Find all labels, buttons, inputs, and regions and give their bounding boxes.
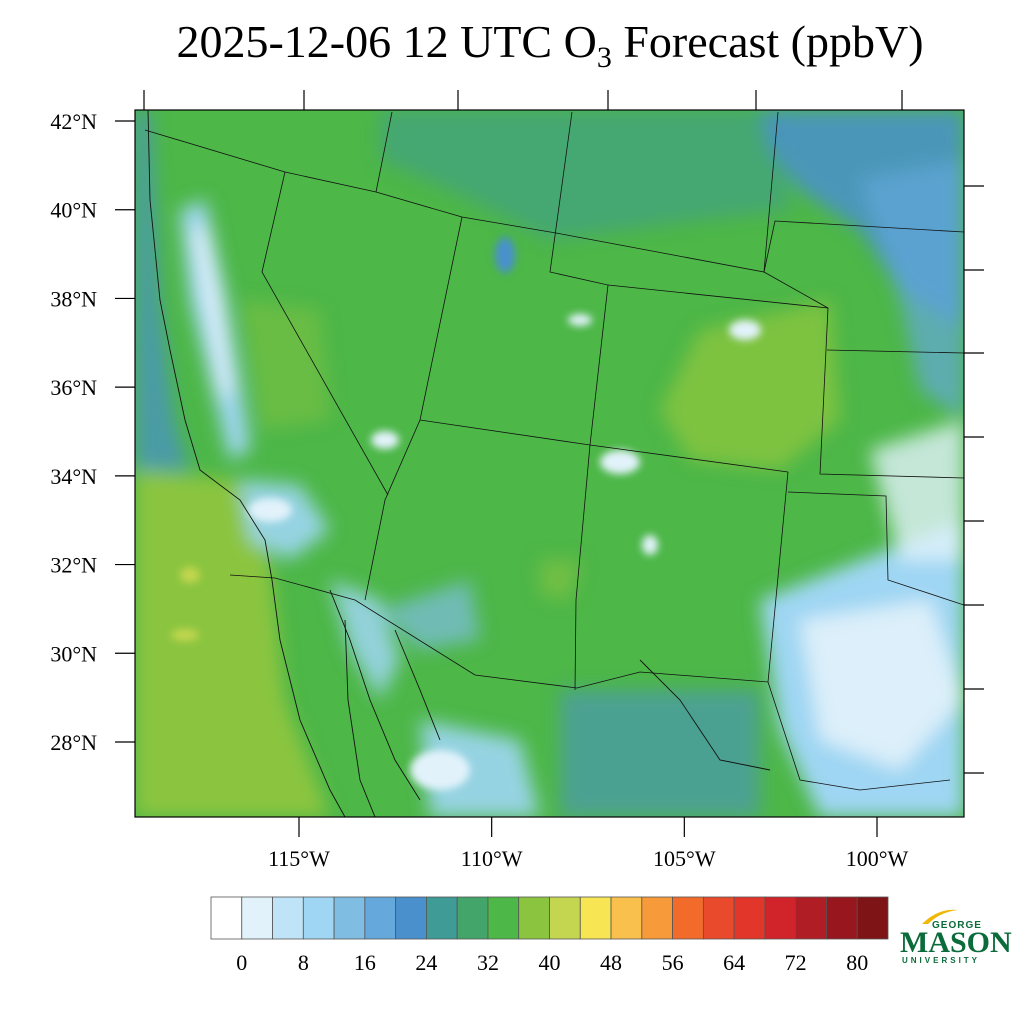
logo-line1: GEORGE: [932, 920, 982, 931]
lat-label: 42°N: [50, 109, 97, 134]
lat-label: 32°N: [50, 553, 97, 578]
latitude-axis: 42°N 40°N 38°N 36°N 34°N 32°N 30°N 28°N: [50, 109, 135, 755]
title-subscript: 3: [596, 41, 612, 74]
colorbar-swatch: [302, 896, 335, 940]
colorbar-swatch: [549, 896, 581, 940]
colorbar-swatch: [518, 896, 550, 940]
right-ticks: [964, 185, 984, 774]
colorbar-tick-label: 24: [415, 950, 437, 975]
colorbar-swatch: [241, 896, 273, 940]
lat-label: 38°N: [50, 286, 97, 311]
ozone-field: [135, 110, 964, 817]
title-suffix: Forecast (ppbV): [611, 16, 924, 67]
colorbar-labels: 0 8 16 24 32 40 48 56 64 72 80: [236, 950, 868, 975]
lon-label: 110°W: [461, 846, 523, 871]
colorbar-tick-label: 0: [236, 950, 247, 975]
colorbar-swatch: [856, 896, 889, 940]
title-prefix: 2025-12-06 12 UTC O: [176, 16, 597, 67]
colorbar-swatch: [610, 896, 643, 940]
lat-label: 40°N: [50, 198, 97, 223]
lat-label: 30°N: [50, 641, 97, 666]
colorbar-swatch: [487, 896, 520, 940]
swoosh-icon: [922, 909, 958, 924]
colorbar-swatch: [733, 896, 766, 940]
colorbar-tick-label: 80: [846, 950, 868, 975]
colorbar-swatch: [579, 896, 612, 940]
colorbar-swatch: [826, 896, 858, 940]
colorbar-swatch: [333, 896, 366, 940]
colorbar-swatch: [764, 896, 797, 940]
colorbar-tick-label: 56: [662, 950, 684, 975]
state-boundaries: [144, 111, 964, 791]
lat-label: 36°N: [50, 375, 97, 400]
lon-label: 105°W: [653, 846, 716, 871]
logo-line2: MASON: [900, 926, 1012, 959]
colorbar-swatch: [364, 896, 397, 940]
colorbar-tick-label: 72: [785, 950, 807, 975]
colorbar-swatch: [795, 896, 827, 940]
colorbar: [210, 896, 889, 940]
gmu-logo: GEORGE MASON UNIVERSITY: [898, 898, 1012, 968]
colorbar-swatch: [395, 896, 427, 940]
lat-label: 28°N: [50, 730, 97, 755]
colorbar-swatch: [672, 896, 704, 940]
colorbar-swatch: [456, 896, 489, 940]
logo-line3: UNIVERSITY: [902, 956, 981, 965]
longitude-axis: 115°W 110°W 105°W 100°W: [268, 817, 909, 871]
colorbar-tick-label: 64: [723, 950, 745, 975]
colorbar-tick-label: 8: [298, 950, 309, 975]
lat-label: 34°N: [50, 464, 97, 489]
top-ticks: [143, 90, 903, 110]
lon-label: 115°W: [268, 846, 330, 871]
colorbar-swatch: [210, 896, 243, 940]
colorbar-tick-label: 32: [477, 950, 499, 975]
colorbar-tick-label: 16: [354, 950, 376, 975]
colorbar-tick-label: 40: [539, 950, 561, 975]
colorbar-swatch: [426, 896, 458, 940]
colorbar-tick-label: 48: [600, 950, 622, 975]
map-title: 2025-12-06 12 UTC O3 Forecast (ppbV): [0, 12, 1024, 88]
colorbar-swatch: [272, 896, 304, 940]
map-frame: [134, 109, 965, 818]
lon-label: 100°W: [846, 846, 909, 871]
colorbar-swatch: [641, 896, 673, 940]
colorbar-swatch: [702, 896, 735, 940]
coastline: [147, 110, 771, 817]
